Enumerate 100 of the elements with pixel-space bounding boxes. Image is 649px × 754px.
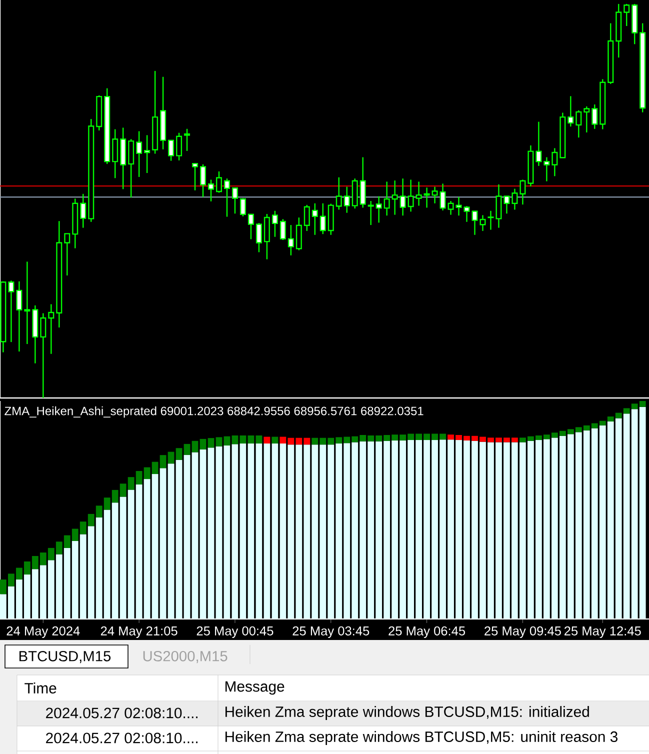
bar [184, 444, 190, 455]
candlestick [48, 304, 54, 354]
candlestick [312, 202, 318, 236]
bar [232, 444, 238, 620]
candlestick [376, 196, 382, 224]
bar [200, 449, 206, 620]
bar [208, 438, 214, 448]
candlestick [544, 156, 550, 182]
bar [168, 452, 174, 464]
x-tick-label: 25 May 03:45 [292, 626, 370, 638]
text: US2000,M15 [143, 650, 228, 664]
bar [216, 446, 222, 620]
bar [176, 460, 182, 620]
candlestick [416, 181, 422, 206]
candlestick [184, 128, 190, 152]
candlestick [504, 196, 510, 214]
candlestick [568, 96, 574, 128]
text: 2024.05.27 02:08:10.... [46, 732, 198, 744]
candlestick [112, 128, 118, 179]
x-tick-label: 25 May 06:45 [388, 626, 466, 638]
candlestick [296, 216, 302, 251]
candlestick [40, 312, 46, 398]
x-tick-label: 24 May 2024 [6, 626, 80, 638]
bar [184, 454, 190, 620]
candlestick [288, 224, 294, 256]
bar [232, 435, 238, 444]
candlestick [128, 138, 134, 198]
bar [520, 442, 526, 620]
x-tick-label: 25 May 09:45 [484, 626, 561, 638]
candlestick [400, 178, 406, 216]
candlestick [336, 176, 342, 210]
candlestick [240, 198, 246, 217]
candlestick [488, 210, 494, 230]
candlestick [136, 130, 142, 178]
bar [256, 444, 262, 620]
x-tick-label: 25 May 12:45 [564, 626, 641, 638]
x-tick-label: 24 May 21:05 [100, 626, 178, 638]
text: Heiken Zma seprate windows BTCUSD,M5: uninit reason 3 [226, 731, 618, 745]
candlestick [280, 218, 286, 241]
candlestick [456, 196, 462, 216]
candlestick [552, 148, 558, 177]
candlestick [360, 156, 366, 208]
candlestick [424, 186, 430, 208]
candlestick [448, 200, 454, 216]
candlestick [176, 132, 182, 161]
candlestick [192, 162, 198, 191]
bar [264, 436, 270, 444]
bar [240, 444, 246, 620]
bar [224, 445, 230, 620]
candlestick [536, 121, 542, 167]
bar [168, 464, 174, 620]
candlestick [232, 187, 238, 214]
candlestick [464, 206, 470, 222]
candlestick [496, 184, 502, 228]
candlestick [440, 183, 446, 212]
candlestick [384, 181, 390, 216]
bar [224, 436, 230, 446]
text: Heiken Zma seprate windows BTCUSD,M15: initialized [226, 706, 589, 720]
bar [192, 452, 198, 620]
bar [240, 435, 246, 444]
candlestick [224, 178, 230, 218]
candlestick [320, 202, 326, 235]
candlestick [64, 233, 70, 276]
candlestick [16, 280, 22, 352]
bar [200, 438, 206, 450]
bar [176, 448, 182, 460]
candlestick [144, 134, 150, 174]
candlestick [256, 222, 262, 253]
bar [272, 444, 278, 620]
bar [160, 455, 166, 468]
text: BTCUSD,M15 [19, 650, 111, 664]
candlestick [208, 179, 214, 202]
candlestick [432, 186, 438, 204]
bar [528, 440, 534, 620]
candlestick [168, 140, 174, 162]
chart-title: ZMA_Heiken_Ashi_seprated 69001.2023 68842.9556 68956.5761 68922.0351 [4, 406, 424, 418]
candlestick [24, 261, 30, 345]
bar [216, 437, 222, 446]
candlestick [512, 188, 518, 210]
bar [248, 435, 254, 444]
bar [248, 444, 254, 620]
x-tick-label: 25 May 00:45 [196, 626, 274, 638]
candlestick [272, 210, 278, 238]
candlestick [8, 280, 14, 343]
candlestick [392, 180, 398, 216]
bar [192, 440, 198, 452]
candlestick [592, 104, 598, 130]
candlestick [576, 110, 582, 138]
bar [160, 468, 166, 620]
candlestick [368, 200, 374, 226]
candlestick [304, 204, 310, 232]
text: Message [226, 681, 284, 695]
candlestick [216, 170, 222, 194]
candlestick [408, 179, 414, 212]
candlestick [344, 186, 350, 214]
text: 2024.05.27 02:08:10.... [46, 708, 198, 718]
candlestick [80, 193, 86, 228]
bar [264, 444, 270, 620]
candlestick [200, 164, 206, 198]
candlestick [248, 214, 254, 240]
